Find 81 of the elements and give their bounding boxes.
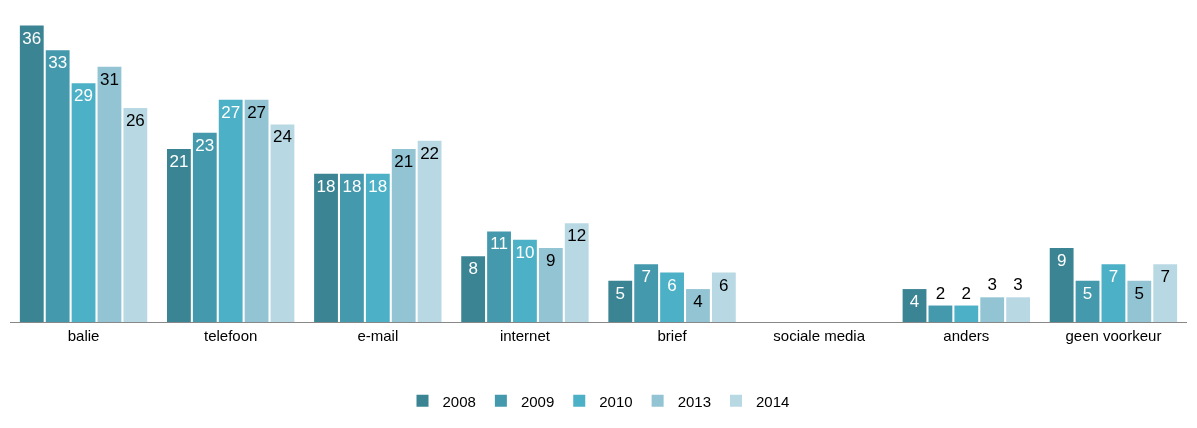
data-label: 18 bbox=[342, 176, 362, 196]
data-label: 21 bbox=[169, 152, 189, 172]
legend-label: 2010 bbox=[599, 392, 633, 410]
x-tick-label: telefoon bbox=[203, 327, 258, 344]
bar bbox=[123, 107, 148, 322]
data-label: 3 bbox=[987, 275, 997, 295]
data-label: 18 bbox=[316, 176, 336, 196]
bar bbox=[660, 272, 684, 322]
legend-label: 2013 bbox=[677, 392, 711, 410]
data-label: 7 bbox=[641, 267, 651, 287]
bar bbox=[711, 272, 736, 322]
x-tick-label: e-mail bbox=[357, 327, 399, 344]
bar bbox=[97, 66, 122, 322]
x-tick-label: anders bbox=[943, 327, 990, 344]
bar bbox=[1153, 264, 1178, 322]
data-label: 2 bbox=[935, 283, 946, 303]
legend-label: 2008 bbox=[442, 392, 476, 410]
data-label: 33 bbox=[48, 53, 68, 73]
data-label: 9 bbox=[1056, 250, 1067, 270]
bar bbox=[192, 132, 217, 322]
bar bbox=[928, 305, 953, 322]
data-label: 24 bbox=[273, 127, 292, 147]
x-tick-label: internet bbox=[499, 327, 551, 344]
data-label: 12 bbox=[567, 226, 587, 246]
data-label: 18 bbox=[368, 176, 388, 196]
data-label: 4 bbox=[693, 292, 703, 312]
data-label: 5 bbox=[1134, 283, 1145, 303]
bar bbox=[314, 173, 338, 322]
data-label: 29 bbox=[74, 86, 94, 106]
bar bbox=[686, 289, 710, 322]
bar bbox=[513, 239, 537, 322]
bar bbox=[270, 124, 295, 322]
data-label: 2 bbox=[961, 283, 972, 303]
bar bbox=[487, 231, 511, 322]
legend-label: 2014 bbox=[756, 392, 790, 410]
data-label: 8 bbox=[468, 259, 478, 279]
data-label: 23 bbox=[195, 135, 215, 155]
x-tick-label: sociale media bbox=[773, 327, 866, 344]
data-label: 5 bbox=[615, 283, 626, 303]
data-label: 22 bbox=[420, 143, 440, 163]
bar bbox=[564, 223, 589, 322]
data-label: 11 bbox=[490, 234, 508, 254]
bar bbox=[1127, 280, 1152, 322]
bar bbox=[71, 83, 96, 322]
x-tick-label: balie bbox=[67, 327, 100, 344]
data-label: 6 bbox=[719, 275, 729, 295]
bar bbox=[166, 149, 191, 322]
data-label: 36 bbox=[22, 28, 42, 48]
bar bbox=[1006, 297, 1031, 322]
data-label: 26 bbox=[125, 110, 145, 130]
bar bbox=[1101, 264, 1126, 322]
bar bbox=[634, 264, 659, 322]
bar bbox=[954, 305, 979, 322]
bar bbox=[980, 297, 1005, 322]
data-label: 5 bbox=[1082, 283, 1093, 303]
x-tick-label: geen voorkeur bbox=[1065, 327, 1162, 344]
data-label: 6 bbox=[667, 275, 677, 295]
bar bbox=[461, 256, 486, 322]
bar bbox=[19, 25, 44, 322]
data-label: 10 bbox=[515, 242, 535, 262]
data-label: 3 bbox=[1013, 275, 1023, 295]
bar bbox=[365, 173, 390, 322]
data-label: 4 bbox=[909, 292, 920, 312]
bar bbox=[391, 149, 416, 322]
data-label: 9 bbox=[546, 250, 556, 270]
data-label: 31 bbox=[100, 69, 119, 89]
legend-label: 2009 bbox=[520, 392, 555, 410]
bar bbox=[608, 280, 633, 322]
bar bbox=[1049, 247, 1074, 322]
data-label: 7 bbox=[1160, 267, 1170, 287]
bar bbox=[538, 247, 563, 322]
data-label: 27 bbox=[247, 102, 267, 122]
bar bbox=[244, 99, 269, 322]
bar bbox=[45, 50, 70, 322]
data-label: 21 bbox=[394, 152, 414, 172]
x-tick-label: brief bbox=[657, 327, 688, 344]
bar bbox=[417, 140, 442, 322]
data-label: 27 bbox=[221, 102, 241, 122]
data-label: 7 bbox=[1108, 267, 1119, 287]
bar bbox=[218, 99, 243, 322]
bar bbox=[340, 173, 364, 322]
